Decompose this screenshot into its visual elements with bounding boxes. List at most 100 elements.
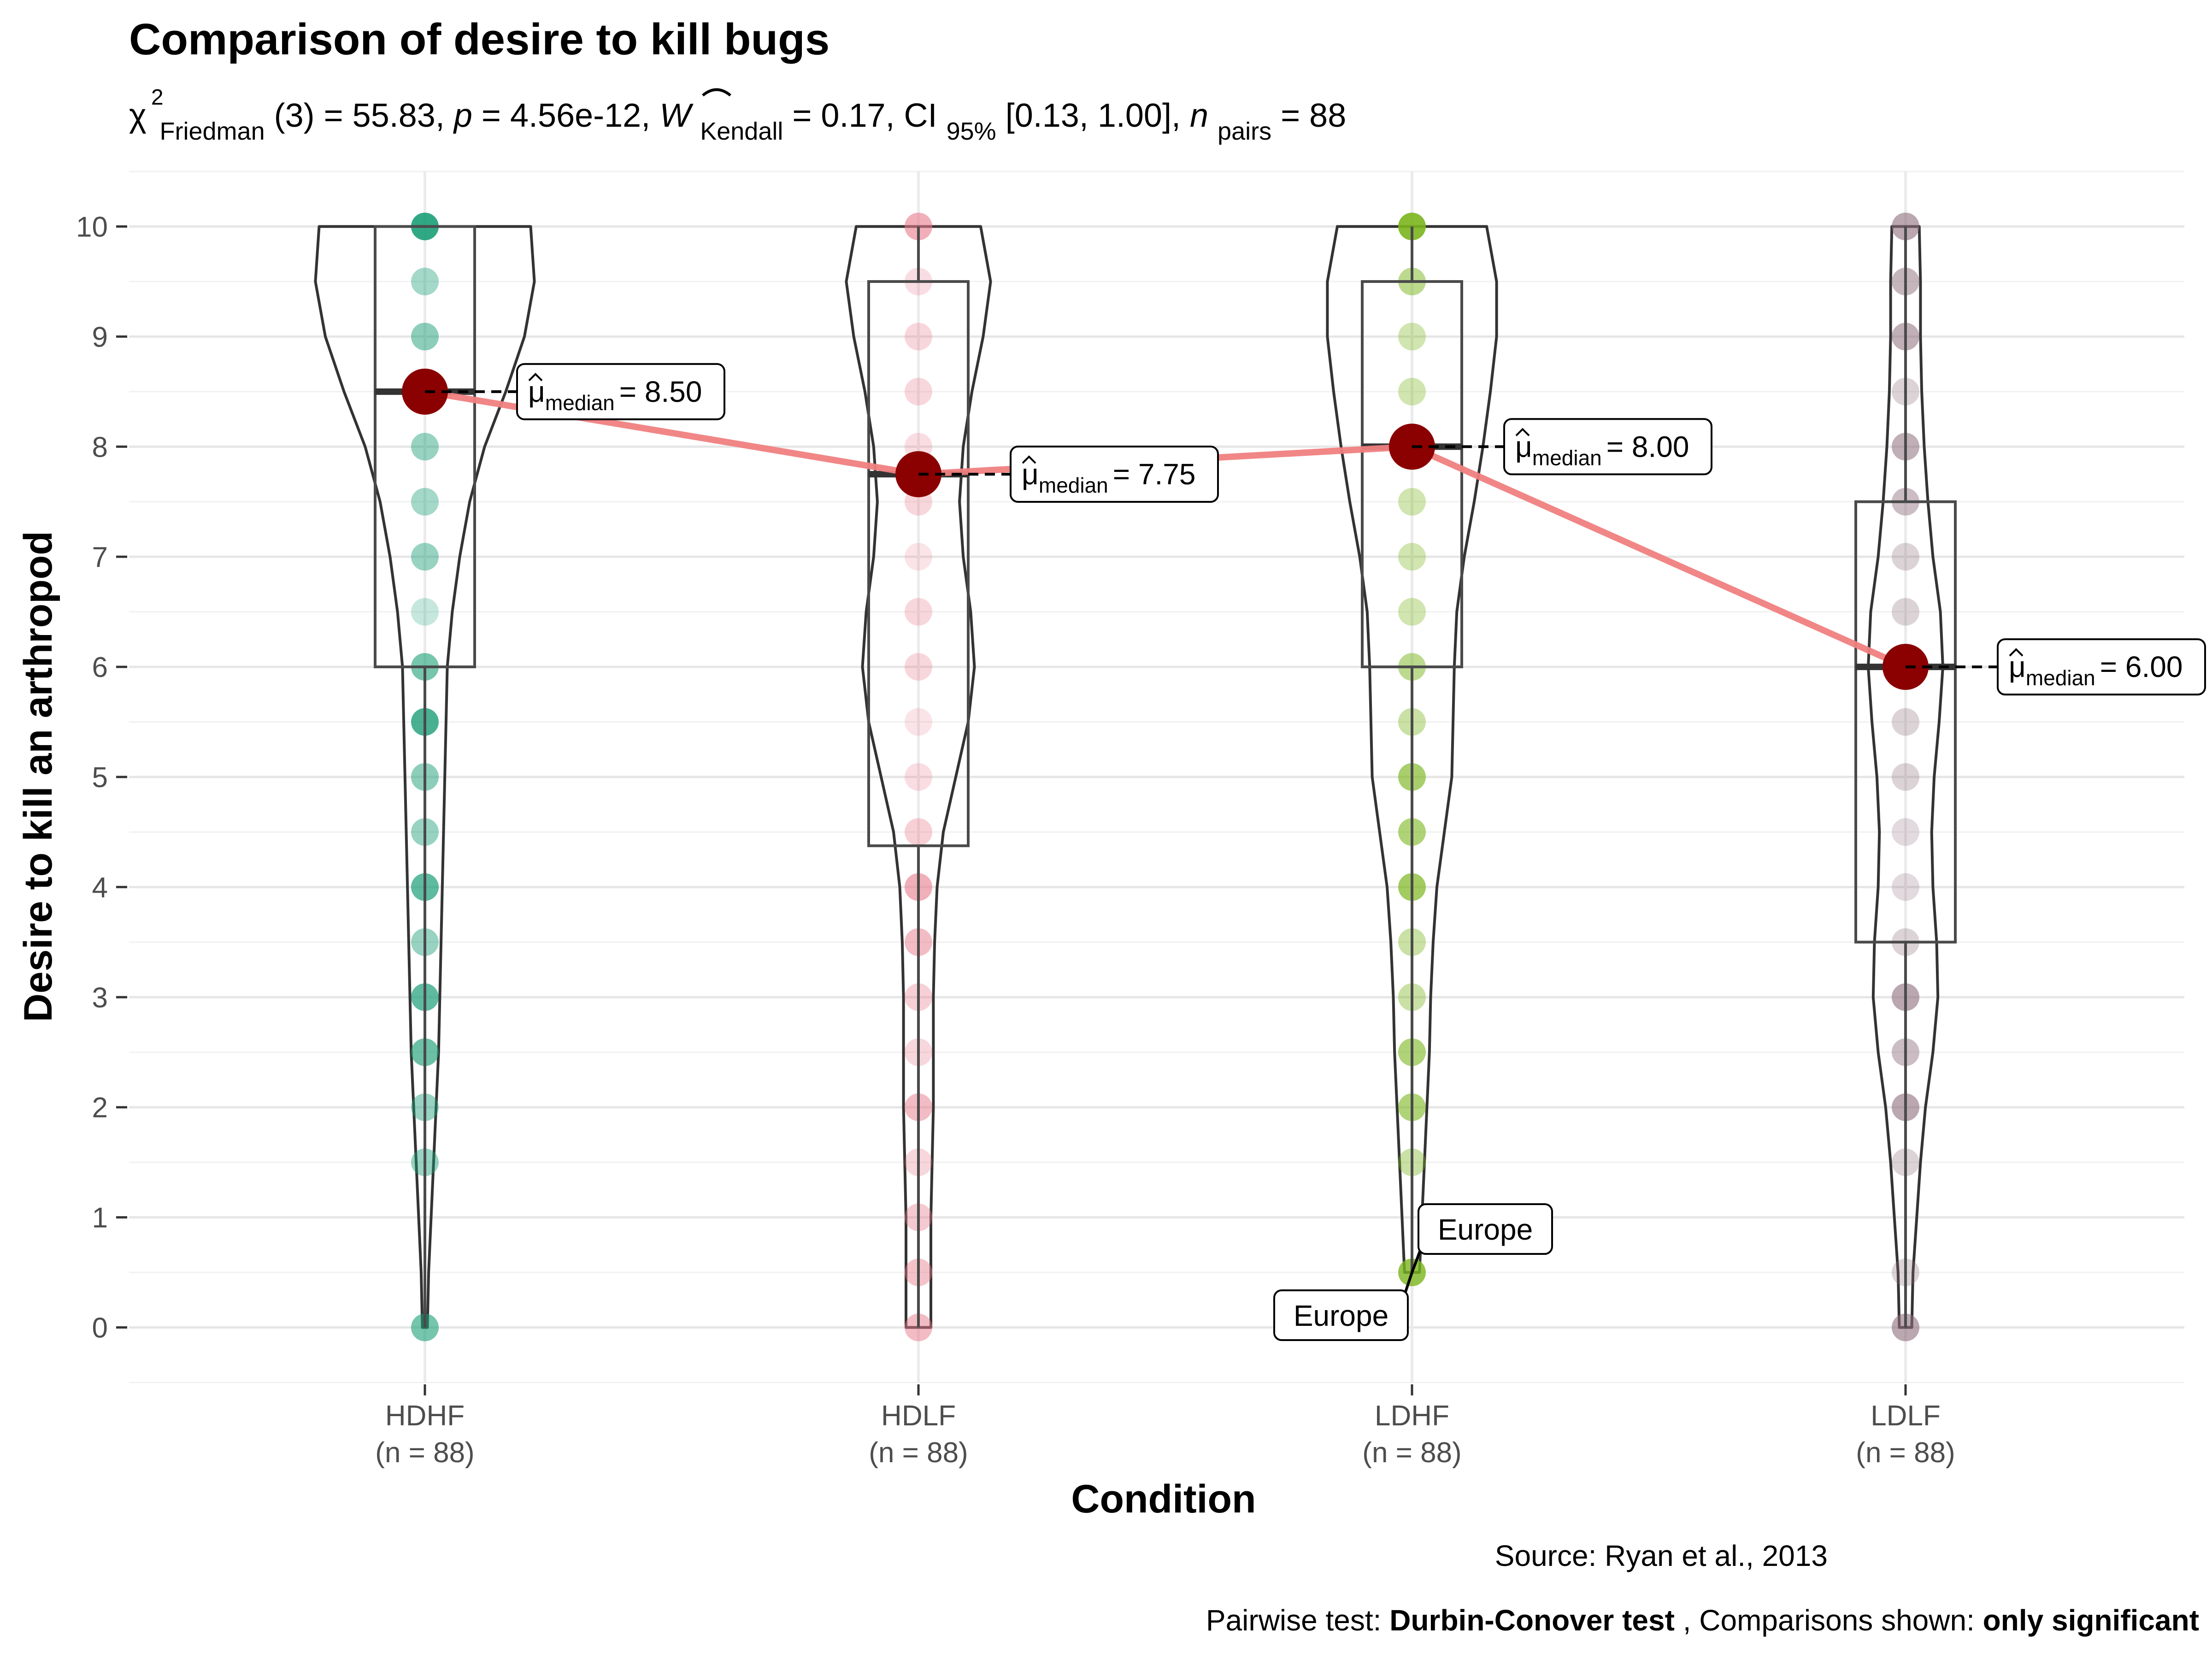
median-label-text: μmedian = 8.50	[528, 375, 702, 415]
median-value: = 8.50	[619, 375, 702, 408]
median-label-box	[516, 363, 725, 420]
data-point	[411, 323, 439, 351]
box-HDLF	[867, 280, 970, 847]
median-label-box	[1010, 446, 1219, 503]
data-point	[411, 433, 439, 461]
data-point	[1892, 543, 1919, 571]
grid-layer	[129, 171, 2184, 1383]
data-point	[905, 377, 932, 406]
w-hat-accent	[702, 88, 731, 97]
data-point	[1892, 873, 1919, 901]
data-point	[1398, 488, 1426, 516]
subtitle-ci-value: [0.13, 1.00],	[1006, 97, 1190, 134]
y-tick-label: 1	[92, 1202, 108, 1234]
x-tick-n-label: (n = 88)	[375, 1437, 474, 1469]
median-subscript: median	[1039, 473, 1108, 497]
data-point	[411, 267, 439, 295]
data-point	[1398, 598, 1426, 626]
data-point	[905, 323, 932, 351]
x-tick-n-label: (n = 88)	[869, 1437, 968, 1469]
box-LDLF	[1854, 500, 1957, 944]
median-symbol: μ	[2009, 650, 2026, 683]
subtitle-n-value: = 88	[1281, 97, 1346, 134]
data-point	[1892, 763, 1919, 791]
y-axis-title: Desire to kill an arthropod	[16, 531, 60, 1022]
median-hat-accent	[528, 372, 543, 382]
median-symbol: μ	[528, 375, 545, 408]
median-subscript: median	[2026, 666, 2095, 690]
subtitle-chi-sub: Friedman	[160, 118, 265, 145]
median-hat-accent	[1022, 455, 1036, 464]
outlier-label-box	[1418, 1203, 1553, 1255]
x-tick-n-label: (n = 88)	[1856, 1437, 1955, 1469]
data-point	[1398, 543, 1426, 571]
data-point	[1892, 598, 1919, 626]
data-point	[1398, 377, 1426, 406]
caption-source: Source: Ryan et al., 2013	[1495, 1539, 1828, 1572]
y-tick-label: 3	[92, 982, 108, 1014]
points-layer	[411, 212, 1919, 1341]
data-point	[411, 543, 439, 571]
median-subscript: median	[545, 391, 615, 415]
subtitle-w-sub: Kendall	[700, 118, 783, 145]
median-label-box	[1997, 638, 2206, 696]
data-point	[1892, 818, 1919, 846]
x-tick-label: LDLF	[1871, 1400, 1941, 1432]
outlier-label-text: Europe	[1294, 1299, 1388, 1332]
data-point	[1892, 708, 1919, 736]
data-point	[411, 488, 439, 516]
x-tick-label: LDHF	[1375, 1400, 1449, 1432]
data-point	[905, 708, 932, 736]
y-tick-label: 8	[92, 431, 108, 463]
y-tick-label: 7	[92, 541, 108, 573]
subtitle-p-label: p	[453, 97, 472, 134]
median-hat-accent	[2009, 648, 2024, 657]
median-label-text: μmedian = 6.00	[2009, 650, 2183, 690]
y-tick-label: 10	[76, 211, 108, 243]
subtitle-chi: χ	[129, 97, 147, 134]
subtitle-n-sub: pairs	[1218, 118, 1271, 145]
subtitle-w-label: W	[659, 97, 694, 134]
outlier-label-box	[1273, 1289, 1409, 1341]
subtitle-n-label: n	[1190, 97, 1208, 134]
caption-pairwise: Pairwise test: Durbin-Conover test , Com…	[1206, 1604, 2199, 1637]
x-tick-label: HDHF	[385, 1400, 465, 1432]
median-hat-accent	[1515, 428, 1530, 436]
violin-HDHF	[314, 225, 536, 1329]
y-tick-label: 9	[92, 321, 108, 353]
median-label-text: μmedian = 7.75	[1022, 458, 1195, 497]
median-label-box	[1503, 418, 1712, 476]
median-value: = 7.75	[1113, 458, 1196, 491]
x-axis-title: Condition	[1071, 1477, 1256, 1521]
pairwise-middle: , Comparisons shown:	[1683, 1604, 1983, 1637]
box-LDHF	[1361, 280, 1463, 669]
x-tick-n-label: (n = 88)	[1362, 1437, 1461, 1469]
subtitle-df: (3) = 55.83,	[274, 97, 454, 134]
y-tick-label: 0	[92, 1312, 108, 1344]
box-HDHF	[374, 225, 476, 669]
outlier-label-text: Europe	[1438, 1213, 1533, 1246]
x-tick-label: HDLF	[881, 1400, 956, 1432]
subtitle-chi-sup: 2	[151, 85, 164, 110]
pairwise-prefix: Pairwise test:	[1206, 1604, 1389, 1637]
data-point	[905, 653, 932, 681]
y-tick-label: 4	[92, 872, 108, 904]
y-tick-label: 6	[92, 652, 108, 683]
median-label-text: μmedian = 8.00	[1515, 430, 1689, 470]
subtitle-p-value: = 4.56e-12,	[482, 97, 659, 134]
pairwise-test: Durbin-Conover test	[1389, 1604, 1675, 1637]
axis-layer: 0 1 2 3 4 5 6 7 8 9 10 HDHF (n = 88) HDLF (n = 88) LDHF…	[76, 211, 1955, 1469]
data-point	[411, 598, 439, 626]
data-point	[905, 598, 932, 626]
median-symbol: μ	[1515, 430, 1532, 463]
violin-HDLF	[845, 225, 992, 1329]
chart-subtitle: χ 2 Friedman (3) = 55.83, p = 4.56e-12, …	[129, 75, 1346, 147]
data-point	[905, 818, 932, 846]
median-subscript: median	[1532, 446, 1602, 470]
median-value: = 6.00	[2100, 650, 2183, 683]
median-symbol: μ	[1022, 458, 1039, 491]
chart-title: Comparison of desire to kill bugs	[129, 15, 830, 64]
pairwise-shown: only significant	[1983, 1604, 2199, 1637]
data-point	[905, 543, 932, 571]
